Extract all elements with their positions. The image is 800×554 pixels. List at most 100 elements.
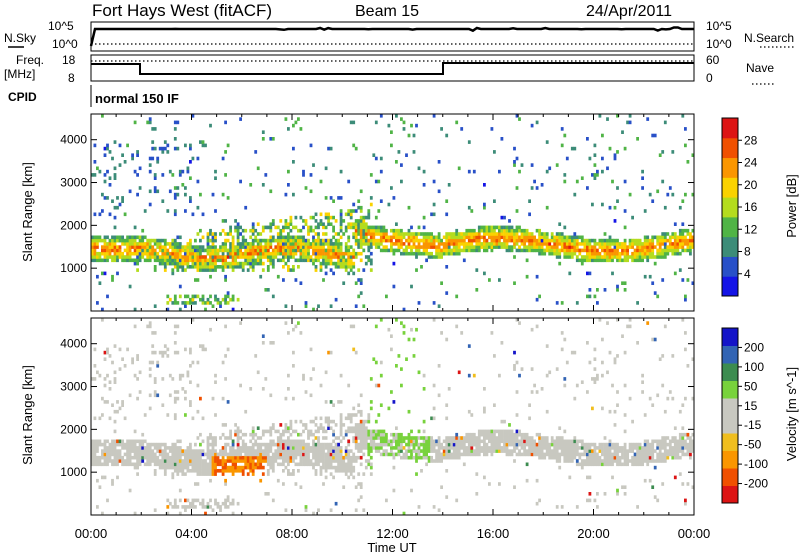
power-cell [513, 228, 516, 233]
velocity-cell [573, 396, 577, 401]
velocity-cell [555, 505, 559, 509]
power-cell [593, 255, 597, 259]
velocity-cell [452, 455, 456, 460]
power-cell [490, 248, 494, 253]
power-cell [307, 225, 310, 230]
power-cell [302, 169, 305, 174]
power-cell [689, 235, 692, 240]
power-cell [628, 255, 632, 259]
velocity-cell [367, 452, 371, 457]
velocity-cell [118, 347, 122, 352]
velocity-cell [128, 462, 132, 467]
velocity-cell [352, 413, 356, 417]
power-cell [181, 183, 185, 187]
velocity-cell [264, 449, 268, 453]
velocity-cell [327, 419, 330, 424]
power-cell [93, 160, 97, 164]
velocity-cell [437, 446, 441, 450]
power-cell [279, 248, 283, 253]
velocity-cell [593, 380, 597, 384]
velocity-cell [146, 442, 150, 447]
power-cell [146, 120, 150, 125]
velocity-cell [638, 442, 642, 447]
power-cell [148, 242, 152, 246]
velocity-cell [372, 357, 376, 361]
power-cell [349, 215, 353, 220]
power-cell [211, 235, 215, 240]
power-cell [141, 248, 145, 253]
velocity-cell [538, 432, 541, 437]
velocity-cell [302, 462, 305, 467]
velocity-cell [616, 446, 619, 450]
velocity-cell [299, 442, 303, 447]
velocity-cell [575, 446, 579, 450]
velocity-cell [563, 439, 567, 444]
power-cell [611, 248, 614, 253]
power-cell [462, 238, 466, 243]
power-cell [123, 248, 127, 253]
velocity-cell [608, 446, 612, 450]
power-cell [442, 242, 446, 246]
power-cell [485, 248, 489, 253]
velocity-cell [467, 432, 471, 437]
velocity-cell [668, 390, 672, 394]
power-cell [259, 251, 263, 256]
power-cell [221, 219, 225, 223]
velocity-cell [304, 442, 308, 447]
power-cell [359, 228, 363, 233]
power-cell [493, 242, 496, 246]
velocity-cell [475, 439, 479, 444]
velocity-cell [553, 449, 557, 453]
velocity-cell [266, 449, 270, 453]
power-cell [327, 146, 330, 151]
velocity-cell [214, 469, 217, 473]
power-cell [545, 140, 549, 144]
velocity-cell [249, 449, 253, 453]
velocity-cell [133, 511, 137, 516]
velocity-cell [550, 452, 554, 457]
power-cell [106, 251, 109, 256]
power-cell [329, 261, 333, 266]
velocity-cell [498, 432, 501, 437]
power-cell [98, 238, 102, 243]
power-cell [379, 235, 383, 240]
power-cell [508, 235, 511, 240]
velocity-cell [347, 429, 351, 434]
power-cell [586, 294, 589, 299]
power-cell [299, 215, 303, 220]
power-cell [206, 238, 210, 243]
velocity-cell [236, 455, 240, 460]
power-cell [658, 245, 662, 249]
power-cell [236, 245, 240, 249]
power-cell [447, 238, 451, 243]
power-cell [103, 196, 107, 200]
velocity-cell [163, 344, 167, 348]
velocity-cell [359, 436, 363, 440]
power-cell [194, 278, 197, 282]
velocity-cell [593, 442, 597, 447]
power-cell [598, 258, 602, 263]
velocity-cell [199, 442, 202, 447]
power-cell [369, 258, 373, 263]
velocity-cell [329, 426, 333, 430]
velocity-cell [525, 436, 529, 440]
velocity-cell [158, 446, 162, 450]
velocity-cell [229, 446, 232, 450]
velocity-cell [477, 436, 481, 440]
power-cell [206, 258, 210, 263]
power-cell [641, 248, 644, 253]
velocity-cell [352, 475, 356, 480]
power-cell [98, 251, 102, 256]
power-cell [668, 235, 672, 240]
power-cell [385, 228, 388, 233]
velocity-cell [297, 452, 300, 457]
velocity-cell [628, 459, 632, 463]
power-cell [327, 261, 330, 266]
velocity-cell [314, 462, 318, 467]
power-cell [420, 245, 423, 249]
velocity-cell [274, 452, 278, 457]
velocity-cell [538, 446, 541, 450]
power-cell [400, 238, 403, 243]
power-cell [475, 268, 479, 272]
power-cell [490, 232, 494, 236]
